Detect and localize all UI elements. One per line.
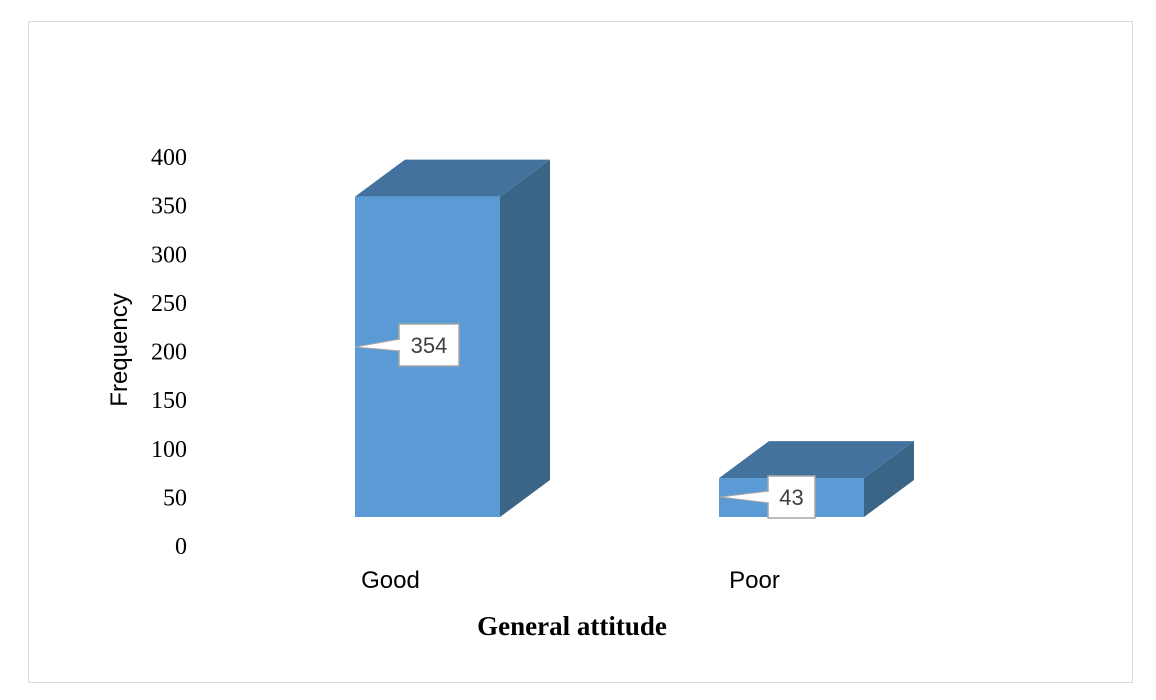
y-tick-label: 300 (151, 242, 187, 268)
y-tick-label: 150 (151, 388, 187, 414)
data-label-callout: 43 (719, 475, 816, 519)
callout-joint (398, 340, 401, 350)
callout-box (767, 475, 816, 519)
callout-joint (767, 492, 770, 502)
bar-side-face (864, 441, 914, 517)
data-label-text: 43 (779, 485, 803, 510)
bar-top-face (719, 441, 914, 479)
y-axis-title: Frequency (106, 293, 133, 406)
bar-top-face (355, 159, 550, 197)
y-tick-label: 350 (151, 194, 187, 220)
y-tick-label: 100 (151, 437, 187, 463)
chart-frame (28, 21, 1133, 683)
y-tick-label: 0 (175, 534, 187, 560)
bar-side-face (500, 159, 550, 517)
x-tick-label: Poor (729, 567, 780, 594)
y-tick-label: 400 (151, 145, 187, 171)
bar-poor (719, 441, 914, 517)
y-axis-ticks: 0 50 100 150 200 250 300 350 400 (151, 145, 187, 560)
x-axis-title: General attitude (477, 611, 667, 641)
y-tick-label: 200 (151, 340, 187, 366)
x-tick-label: Good (361, 567, 420, 594)
data-label-callout: 354 (354, 323, 460, 367)
data-label-text: 354 (411, 333, 448, 358)
x-axis-categories: Good Poor (361, 567, 780, 594)
y-tick-label: 50 (163, 485, 187, 511)
data-labels: 354 43 (354, 323, 816, 519)
y-tick-label: 250 (151, 291, 187, 317)
